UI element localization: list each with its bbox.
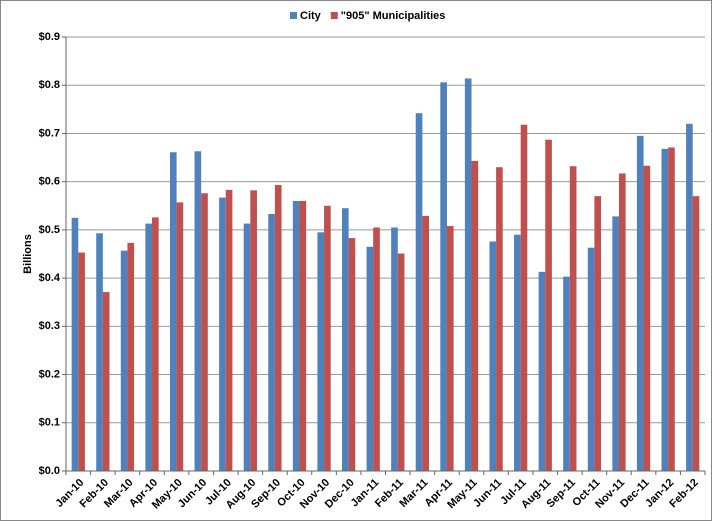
bar [169,152,177,472]
bar [219,197,226,471]
y-tick-label: $0.1 [39,417,60,429]
legend-swatch [330,12,338,19]
bar [686,123,693,472]
bar [348,238,356,471]
bar [563,276,570,471]
bar [102,292,110,471]
bar [299,200,307,471]
bar [366,246,374,471]
bar [250,190,257,471]
bar [569,166,577,472]
legend-swatch [290,12,297,19]
bar [225,189,233,471]
bar [496,167,503,471]
bar [612,216,619,471]
bar [145,223,153,471]
bar [668,147,675,471]
bar [471,160,479,472]
y-tick-label: $0.8 [39,79,60,91]
bar [341,208,349,471]
bar [71,217,79,471]
y-axis-label: Billions [22,234,34,274]
bar [317,232,325,471]
bar [415,113,423,472]
bar [152,217,159,471]
bar [373,227,380,471]
bar [464,78,472,472]
bar [292,200,300,471]
y-tick-label: $0.0 [39,465,60,477]
bar [446,226,454,471]
bar [545,139,552,472]
bar [268,213,275,471]
bar [127,242,135,471]
bar [618,173,626,472]
bar [520,124,528,472]
bar [201,193,208,472]
y-tick-label: $0.2 [39,368,60,380]
bar [643,165,651,471]
bar [78,252,85,471]
y-tick-label: $0.3 [39,320,60,332]
bar [324,205,331,471]
bar [176,202,184,471]
bar [594,196,602,471]
bar [397,253,405,471]
legend-label: City [300,10,322,22]
y-tick-label: $0.9 [39,31,60,43]
bar [489,241,497,471]
bar [422,215,430,471]
legend-label: "905" Municipalities [341,10,446,22]
bar [538,271,546,471]
y-tick-label: $0.7 [39,127,60,139]
bar [120,250,128,471]
bar [514,234,521,471]
bar [194,151,202,471]
y-tick-label: $0.6 [39,176,60,188]
bar [636,135,644,471]
bar [274,185,282,471]
y-tick-label: $0.4 [39,272,61,284]
bar [692,196,700,471]
y-tick-label: $0.5 [39,224,60,236]
bar [440,82,447,471]
bar [391,227,398,471]
bar [243,223,251,471]
bar [587,247,595,471]
bar [96,233,103,471]
bar [661,148,669,471]
